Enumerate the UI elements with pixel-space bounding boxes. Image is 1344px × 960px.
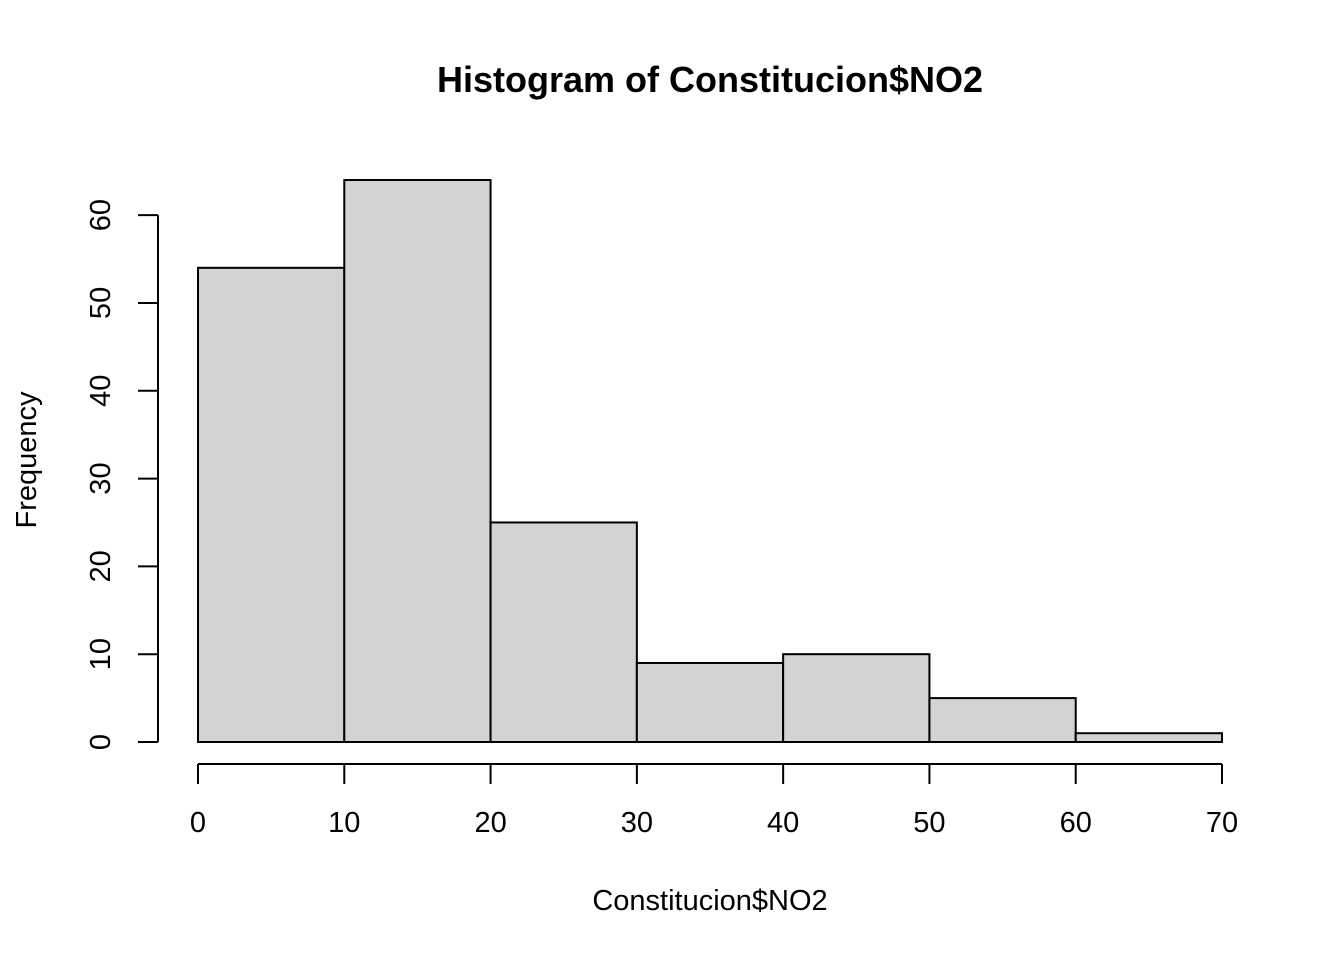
y-tick-label: 0 (85, 734, 117, 750)
x-tick-label: 60 (1060, 807, 1092, 839)
x-tick-label: 70 (1206, 807, 1238, 839)
x-tick-label: 0 (190, 807, 206, 839)
y-axis-label: Frequency (11, 391, 43, 529)
chart-title: Histogram of Constitucion$NO2 (437, 59, 983, 100)
histogram-bar-50-60 (928, 697, 1077, 743)
histogram-bar-0-10 (197, 266, 346, 743)
x-tick-label: 20 (474, 807, 506, 839)
y-tick-label: 20 (85, 550, 117, 582)
histogram-bar-40-50 (782, 653, 931, 743)
histogram-bar-10-20 (343, 179, 492, 743)
y-tick-label: 30 (85, 462, 117, 494)
x-tick-label: 40 (767, 807, 799, 839)
bars-group (197, 179, 1223, 743)
x-tick-label: 10 (328, 807, 360, 839)
histogram-bar-20-30 (489, 521, 638, 743)
y-axis: 0 10 20 30 40 50 60 (85, 199, 159, 750)
x-tick-label: 30 (621, 807, 653, 839)
x-tick-label: 50 (913, 807, 945, 839)
histogram-bar-30-40 (635, 661, 785, 743)
histogram-bar-60-70 (1074, 732, 1223, 743)
y-tick-label: 60 (85, 199, 117, 231)
y-tick-label: 40 (85, 375, 117, 407)
x-axis: 0 10 20 30 40 50 60 70 (190, 763, 1238, 839)
y-tick-label: 50 (85, 287, 117, 319)
y-tick-label: 10 (85, 638, 117, 670)
x-axis-label: Constitucion$NO2 (592, 885, 827, 917)
